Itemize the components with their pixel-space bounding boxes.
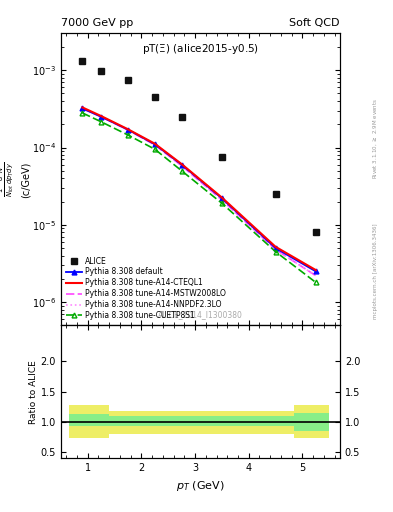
Line: Pythia 8.308 default: Pythia 8.308 default (80, 106, 318, 274)
Pythia 8.308 tune-A14-NNPDF2.3LO (80, 105, 85, 112)
Text: 7000 GeV pp: 7000 GeV pp (61, 18, 133, 28)
Pythia 8.308 default (99, 114, 103, 120)
Pythia 8.308 default (179, 162, 184, 168)
Pythia 8.308 tune-A14-MSTW2008LO (179, 163, 184, 169)
Text: Soft QCD: Soft QCD (290, 18, 340, 28)
Text: mcplots.cern.ch [arXiv:1306.3436]: mcplots.cern.ch [arXiv:1306.3436] (373, 224, 378, 319)
Pythia 8.308 tune-A14-CTEQL1 (179, 161, 184, 167)
Text: pT($\Xi$) (alice2015-y0.5): pT($\Xi$) (alice2015-y0.5) (142, 42, 259, 56)
Pythia 8.308 tune-CUETP8S1 (179, 168, 184, 174)
Line: Pythia 8.308 tune-A14-CTEQL1: Pythia 8.308 tune-A14-CTEQL1 (83, 108, 316, 270)
Pythia 8.308 tune-A14-MSTW2008LO (314, 272, 318, 279)
X-axis label: $p_T$ (GeV): $p_T$ (GeV) (176, 479, 225, 493)
Bar (262, 416, 294, 426)
Pythia 8.308 default (80, 105, 85, 112)
Pythia 8.308 tune-A14-MSTW2008LO (152, 142, 157, 148)
Bar (294, 413, 329, 431)
Bar (168, 416, 208, 426)
Bar (69, 414, 93, 426)
Bar (109, 416, 136, 426)
Pythia 8.308 default (314, 268, 318, 274)
Y-axis label: $\frac{1}{N_{tot}}\frac{d^{2}N}{dp_{T}dy}$
(c/GeV): $\frac{1}{N_{tot}}\frac{d^{2}N}{dp_{T}dy… (0, 161, 31, 198)
Pythia 8.308 tune-A14-NNPDF2.3LO (99, 114, 103, 120)
Pythia 8.308 tune-A14-CTEQL1 (126, 126, 130, 133)
ALICE (152, 94, 157, 100)
Bar (168, 411, 208, 434)
Bar (93, 414, 109, 426)
Bar (136, 411, 168, 434)
Bar (208, 411, 262, 434)
Pythia 8.308 tune-A14-MSTW2008LO (126, 127, 130, 133)
Pythia 8.308 tune-A14-NNPDF2.3LO (126, 127, 130, 133)
ALICE (220, 154, 224, 160)
Pythia 8.308 tune-CUETP8S1 (80, 110, 85, 116)
Pythia 8.308 tune-A14-NNPDF2.3LO (179, 163, 184, 169)
Legend: ALICE, Pythia 8.308 default, Pythia 8.308 tune-A14-CTEQL1, Pythia 8.308 tune-A14: ALICE, Pythia 8.308 default, Pythia 8.30… (65, 255, 227, 322)
Pythia 8.308 tune-A14-CTEQL1 (273, 244, 278, 250)
Pythia 8.308 tune-A14-NNPDF2.3LO (152, 142, 157, 148)
Pythia 8.308 tune-CUETP8S1 (273, 249, 278, 255)
Pythia 8.308 tune-CUETP8S1 (314, 280, 318, 286)
Pythia 8.308 tune-A14-CTEQL1 (80, 104, 85, 111)
Pythia 8.308 tune-A14-MSTW2008LO (220, 197, 224, 203)
Bar (93, 405, 109, 438)
Pythia 8.308 tune-CUETP8S1 (220, 200, 224, 206)
Pythia 8.308 default (220, 195, 224, 201)
ALICE (273, 191, 278, 197)
ALICE (99, 68, 103, 74)
Pythia 8.308 tune-A14-MSTW2008LO (99, 114, 103, 120)
Text: Rivet 3.1.10, $\geq$ 2.9M events: Rivet 3.1.10, $\geq$ 2.9M events (371, 98, 379, 179)
Bar (294, 405, 329, 438)
Bar (109, 411, 136, 434)
Text: ALICE_2014_I1300380: ALICE_2014_I1300380 (158, 311, 243, 319)
ALICE (179, 114, 184, 120)
ALICE (126, 77, 130, 83)
Pythia 8.308 tune-A14-NNPDF2.3LO (273, 246, 278, 252)
Bar (69, 405, 93, 438)
Pythia 8.308 default (152, 141, 157, 147)
Line: ALICE: ALICE (79, 58, 319, 236)
Pythia 8.308 tune-A14-MSTW2008LO (80, 105, 85, 112)
Pythia 8.308 tune-A14-MSTW2008LO (273, 246, 278, 252)
Line: Pythia 8.308 tune-A14-MSTW2008LO: Pythia 8.308 tune-A14-MSTW2008LO (83, 109, 316, 275)
Pythia 8.308 tune-CUETP8S1 (126, 132, 130, 138)
ALICE (314, 229, 318, 236)
Pythia 8.308 tune-A14-CTEQL1 (152, 141, 157, 147)
Line: Pythia 8.308 tune-A14-NNPDF2.3LO: Pythia 8.308 tune-A14-NNPDF2.3LO (83, 109, 316, 275)
Line: Pythia 8.308 tune-CUETP8S1: Pythia 8.308 tune-CUETP8S1 (80, 111, 318, 285)
ALICE (80, 58, 85, 65)
Pythia 8.308 tune-CUETP8S1 (152, 146, 157, 152)
Pythia 8.308 tune-A14-NNPDF2.3LO (220, 197, 224, 203)
Y-axis label: Ratio to ALICE: Ratio to ALICE (29, 360, 38, 424)
Bar (208, 416, 262, 426)
Pythia 8.308 tune-A14-CTEQL1 (314, 267, 318, 273)
Bar (262, 411, 294, 434)
Pythia 8.308 tune-A14-NNPDF2.3LO (314, 272, 318, 279)
Pythia 8.308 default (126, 126, 130, 133)
Pythia 8.308 tune-CUETP8S1 (99, 119, 103, 125)
Pythia 8.308 tune-A14-CTEQL1 (220, 195, 224, 201)
Bar (136, 416, 168, 426)
Pythia 8.308 tune-A14-CTEQL1 (99, 113, 103, 119)
Pythia 8.308 default (273, 245, 278, 251)
